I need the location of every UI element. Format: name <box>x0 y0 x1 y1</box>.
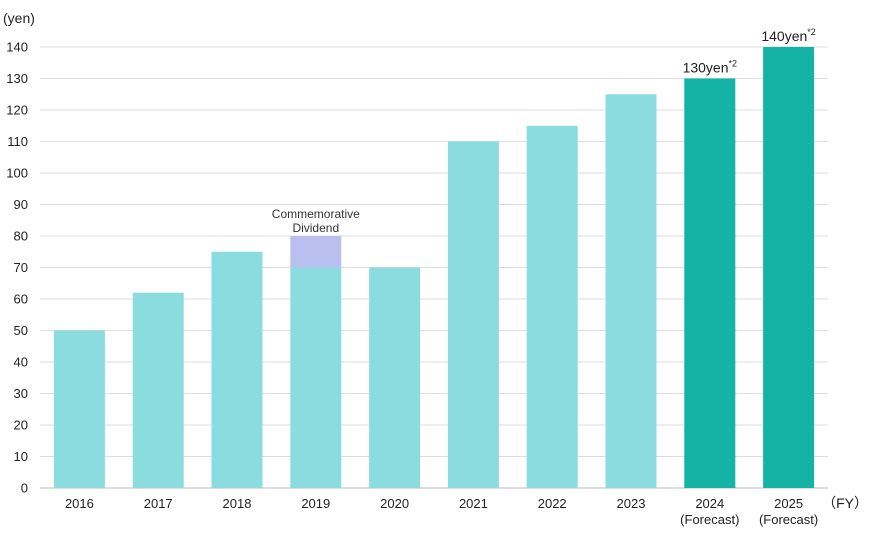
y-tick-label: 30 <box>14 386 28 401</box>
bar <box>684 78 736 488</box>
y-tick-label: 0 <box>21 481 28 496</box>
y-tick-label: 140 <box>6 40 28 55</box>
x-tick-sublabel: (Forecast) <box>759 512 818 527</box>
x-tick-label: 2022 <box>538 496 567 511</box>
x-tick-label: 2019 <box>301 496 330 511</box>
bar-commemorative <box>290 236 342 268</box>
y-tick-label: 40 <box>14 355 28 370</box>
y-tick-label: 10 <box>14 449 28 464</box>
y-tick-label: 70 <box>14 260 28 275</box>
bar <box>369 267 421 488</box>
y-tick-label: 20 <box>14 418 28 433</box>
y-tick-label: 80 <box>14 229 28 244</box>
x-tick-label: 2023 <box>617 496 646 511</box>
bar <box>132 292 184 488</box>
x-tick-sublabel: (Forecast) <box>680 512 739 527</box>
y-tick-label: 90 <box>14 197 28 212</box>
y-tick-label: 50 <box>14 323 28 338</box>
bar <box>526 125 578 488</box>
annotation-label: Dividend <box>292 221 339 235</box>
y-tick-label: 120 <box>6 103 28 118</box>
bar <box>605 94 657 488</box>
y-axis-unit-label: (yen) <box>3 10 35 26</box>
bar <box>290 267 342 488</box>
x-tick-label: 2025 <box>774 496 803 511</box>
x-tick-label: 2018 <box>223 496 252 511</box>
y-tick-label: 100 <box>6 166 28 181</box>
x-tick-label: 2016 <box>65 496 94 511</box>
bar <box>53 330 105 488</box>
x-tick-label: 2020 <box>380 496 409 511</box>
x-axis-unit-label: （FY） <box>822 495 868 511</box>
data-label: 140yen*2 <box>761 27 815 44</box>
data-label: 130yen*2 <box>683 59 737 76</box>
bar <box>447 141 499 488</box>
x-tick-label: 2021 <box>459 496 488 511</box>
bar <box>763 47 815 488</box>
x-tick-label: 2024 <box>695 496 724 511</box>
annotation-label: Commemorative <box>272 207 360 221</box>
y-tick-label: 60 <box>14 292 28 307</box>
bar <box>211 251 263 488</box>
x-tick-label: 2017 <box>144 496 173 511</box>
y-tick-label: 130 <box>6 71 28 86</box>
y-tick-label: 110 <box>7 134 28 149</box>
